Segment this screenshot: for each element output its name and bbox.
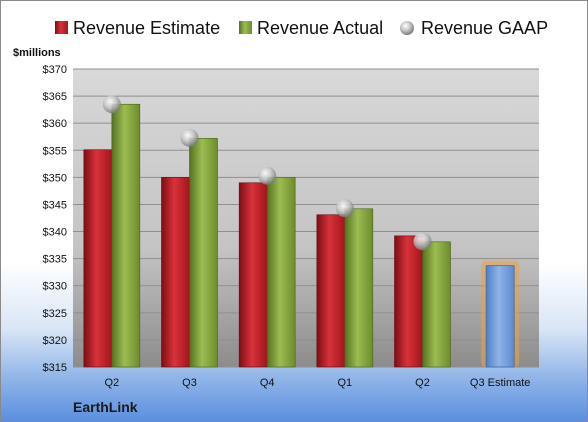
y-tick-label: $325 <box>43 308 67 320</box>
x-tick-label: Q3 Estimate <box>470 377 531 389</box>
x-tick-label: Q2 <box>104 377 119 389</box>
x-tick-label: Q1 <box>337 377 352 389</box>
legend-label-gaap: Revenue GAAP <box>421 18 548 38</box>
legend-label-actual: Revenue Actual <box>257 18 383 38</box>
x-tick-label: Q4 <box>260 377 275 389</box>
bar-actual <box>189 138 218 368</box>
plot-area <box>73 69 539 367</box>
bar-actual <box>344 208 374 368</box>
bar-estimate <box>316 214 346 368</box>
bar-estimate <box>238 182 268 368</box>
y-axis-unit-label: $millions <box>13 47 61 59</box>
bar-q3-estimate <box>485 265 515 368</box>
bar-actual <box>422 241 451 368</box>
x-axis-ticks: Q2 Q3 Q4 Q1 Q2 Q3 Estimate <box>104 377 530 389</box>
bars <box>83 103 520 368</box>
y-tick-label: $320 <box>43 335 67 347</box>
y-tick-label: $360 <box>43 118 67 130</box>
gaap-marker <box>258 166 277 185</box>
bar-estimate <box>83 149 113 368</box>
x-tick-label: Q3 <box>182 377 197 389</box>
y-tick-label: $345 <box>43 199 67 211</box>
bar-actual <box>111 103 141 368</box>
company-name: EarthLink <box>73 399 138 415</box>
legend-swatch-actual <box>239 21 252 34</box>
bar-estimate <box>161 177 190 368</box>
y-tick-label: $355 <box>43 145 67 157</box>
y-tick-label: $330 <box>43 281 67 293</box>
bar-actual <box>266 177 296 368</box>
y-tick-label: $370 <box>43 64 67 76</box>
gaap-marker <box>335 199 354 218</box>
legend-label-estimate: Revenue Estimate <box>73 18 220 38</box>
y-tick-label: $315 <box>43 362 67 374</box>
y-axis-ticks: $315 $320 $325 $330 $335 $340 $345 $350 $355 $360… <box>43 64 67 374</box>
gridlines <box>73 68 539 368</box>
y-tick-label: $335 <box>43 254 67 266</box>
gaap-marker <box>102 95 121 114</box>
bar-estimate <box>394 235 423 368</box>
legend-marker-gaap <box>400 21 414 35</box>
y-tick-label: $365 <box>43 91 67 103</box>
legend: Revenue Estimate Revenue Actual Revenue … <box>55 18 548 38</box>
legend-swatch-estimate <box>55 21 68 34</box>
x-tick-label: Q2 <box>415 377 430 389</box>
gaap-markers <box>102 95 432 251</box>
gaap-marker <box>180 128 199 147</box>
y-tick-label: $350 <box>43 172 67 184</box>
y-tick-label: $340 <box>43 227 67 239</box>
gaap-marker <box>413 232 432 251</box>
